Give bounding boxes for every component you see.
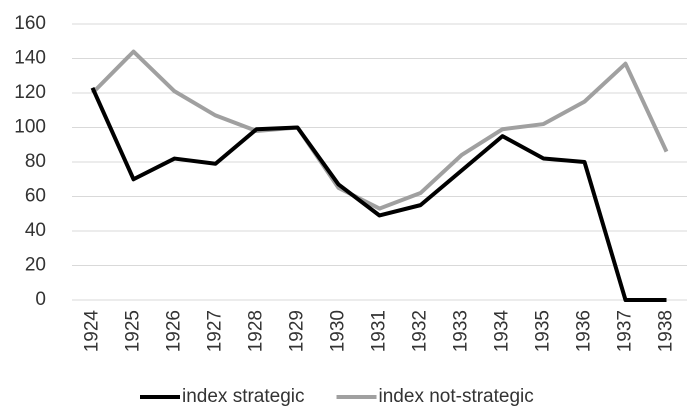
x-tick-label: 1933 xyxy=(451,310,472,352)
x-tick-label: 1925 xyxy=(123,310,144,352)
y-tick-label: 0 xyxy=(35,289,46,310)
x-tick-label: 1929 xyxy=(287,310,308,352)
y-tick-label: 40 xyxy=(25,220,46,241)
x-tick-label: 1938 xyxy=(656,310,677,352)
x-tick-label: 1930 xyxy=(328,310,349,352)
x-tick-label: 1936 xyxy=(574,310,595,352)
series-line xyxy=(90,87,667,302)
y-tick-label: 160 xyxy=(14,13,46,34)
y-tick-label: 80 xyxy=(25,151,46,172)
x-tick-label: 1931 xyxy=(369,310,390,352)
x-tick-label: 1937 xyxy=(615,310,636,352)
x-tick-label: 1927 xyxy=(205,310,226,352)
x-tick-label: 1934 xyxy=(492,310,513,353)
y-tick-label: 60 xyxy=(25,186,46,207)
y-tick-label: 20 xyxy=(25,255,46,276)
x-tick-label: 1928 xyxy=(246,310,267,352)
x-tick-label: 1935 xyxy=(533,310,554,352)
y-tick-label: 100 xyxy=(14,117,46,138)
x-tick-label: 1926 xyxy=(164,310,185,352)
x-tick-label: 1924 xyxy=(82,310,103,353)
y-tick-label: 140 xyxy=(14,48,46,69)
legend-label: index strategic xyxy=(182,386,305,407)
y-tick-label: 120 xyxy=(14,82,46,103)
series-line xyxy=(91,49,669,211)
x-tick-label: 1932 xyxy=(410,310,431,352)
legend-label: index not-strategic xyxy=(379,386,534,407)
